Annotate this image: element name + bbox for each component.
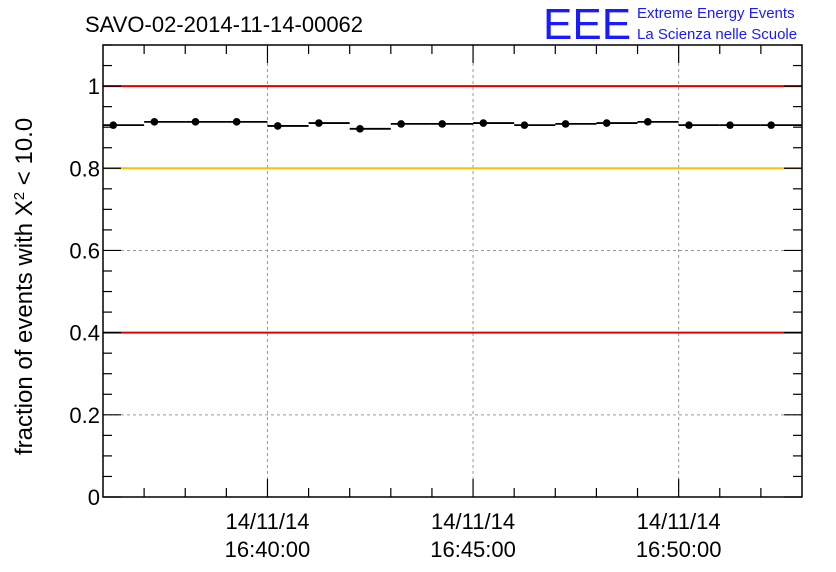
data-point xyxy=(438,120,447,128)
eee-logo: EEE Extreme Energy Events La Scienza nel… xyxy=(543,0,797,49)
data-point xyxy=(191,118,200,126)
y-axis-label-suffix: < 10.0 xyxy=(11,118,38,192)
data-point xyxy=(726,121,734,129)
data-point xyxy=(150,118,159,126)
data-point xyxy=(397,120,405,128)
data-point xyxy=(232,118,241,126)
data-point xyxy=(767,121,775,129)
data-point xyxy=(685,121,693,129)
x-tick-label-date: 14/11/14 xyxy=(225,509,309,534)
data-point xyxy=(109,121,118,129)
y-tick-label: 0.6 xyxy=(69,238,100,263)
x-tick-label-date: 14/11/14 xyxy=(431,509,515,534)
data-point xyxy=(479,119,488,127)
data-point xyxy=(356,125,364,133)
data-point xyxy=(602,119,611,127)
data-point xyxy=(315,119,323,127)
plot-frame xyxy=(102,44,803,498)
axis-ticks xyxy=(103,44,802,498)
y-tick-label: 0.2 xyxy=(69,403,100,428)
chart-title: SAVO-02-2014-11-14-00062 xyxy=(85,12,363,37)
data-point xyxy=(561,120,570,128)
y-tick-label: 0 xyxy=(88,485,100,510)
y-tick-label: 0.8 xyxy=(69,156,100,181)
data-point xyxy=(273,122,282,130)
logo-mark: EEE xyxy=(543,0,631,49)
x-tick-label-time: 16:40:00 xyxy=(225,537,311,562)
data-series xyxy=(103,118,802,133)
y-tick-label: 1 xyxy=(88,74,100,99)
y-axis-label: fraction of events with X2 < 10.0 xyxy=(11,118,39,455)
y-axis-label-prefix: fraction of events with xyxy=(11,216,38,455)
x-tick-label-date: 14/11/14 xyxy=(637,509,721,534)
y-axis-label-symbol: X xyxy=(11,200,38,216)
data-point xyxy=(520,121,529,129)
grid-layer xyxy=(103,45,802,497)
y-axis-tick-labels: 0 0.2 0.4 0.6 0.8 1 xyxy=(69,74,100,510)
y-tick-label: 0.4 xyxy=(69,321,100,346)
data-point xyxy=(644,118,652,126)
x-axis-tick-labels: 14/11/14 16:40:00 14/11/14 16:45:00 14/11/14… xyxy=(225,509,722,562)
x-tick-label-time: 16:50:00 xyxy=(636,537,722,562)
reference-lines xyxy=(103,85,802,334)
x-tick-label-time: 16:45:00 xyxy=(430,537,516,562)
y-axis-label-exponent: 2 xyxy=(11,192,28,200)
logo-line-1: Extreme Energy Events xyxy=(637,5,795,22)
logo-line-2: La Scienza nelle Scuole xyxy=(637,26,797,43)
